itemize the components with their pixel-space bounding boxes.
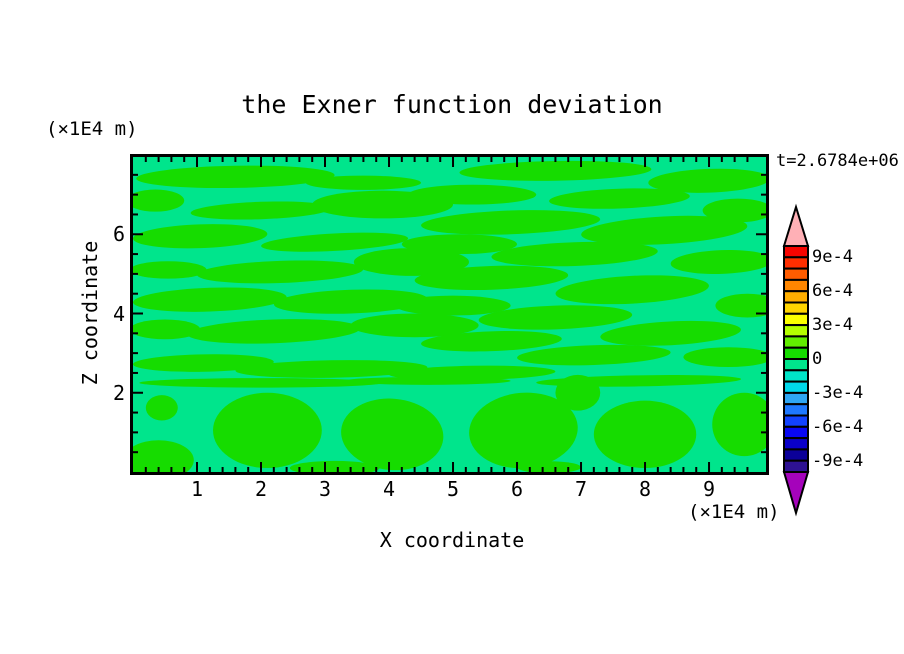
- x-tick-label: 8: [639, 477, 652, 501]
- colorbar-tick-label: 0: [812, 349, 823, 369]
- colorbar-tick-label: 6e-4: [812, 281, 853, 302]
- z-tick-label: 6: [112, 222, 125, 247]
- x-tick-label: 1: [190, 477, 204, 501]
- colorbar-under-arrow: [782, 471, 810, 517]
- x-tick-label: 5: [446, 477, 460, 501]
- plot-area: [130, 154, 769, 475]
- colorbar-tick-label: -6e-4: [812, 416, 864, 437]
- colorbar-tick-label: 3e-4: [812, 315, 853, 336]
- x-tick-label: 9: [703, 477, 716, 501]
- colorbar-over-arrow: [782, 203, 810, 247]
- x-tick-label: 2: [254, 477, 268, 501]
- z-axis-title: Z coordinate: [78, 240, 102, 386]
- colorbar-tick-label: 9e-4: [812, 247, 853, 268]
- x-tick-label: 4: [382, 477, 396, 501]
- z-tick-label: 4: [112, 301, 125, 326]
- chart-title: the Exner function deviation: [241, 90, 663, 119]
- x-tick-label: 3: [318, 477, 332, 501]
- z-tick-label: 2: [112, 380, 125, 405]
- x-tick-label: 7: [574, 477, 588, 501]
- colorbar-tick-label: -3e-4: [812, 382, 864, 403]
- z-axis-units-label: (×1E4 m): [46, 118, 138, 140]
- colorbar: [782, 203, 810, 517]
- colorbar-tick-label: -9e-4: [812, 450, 864, 471]
- x-axis-units-label: (×1E4 m): [688, 501, 780, 523]
- contour-plot: [133, 157, 766, 472]
- timestamp-label: t=2.6784e+06: [776, 151, 899, 171]
- x-axis-title: X coordinate: [379, 528, 525, 552]
- x-tick-label: 6: [510, 477, 524, 501]
